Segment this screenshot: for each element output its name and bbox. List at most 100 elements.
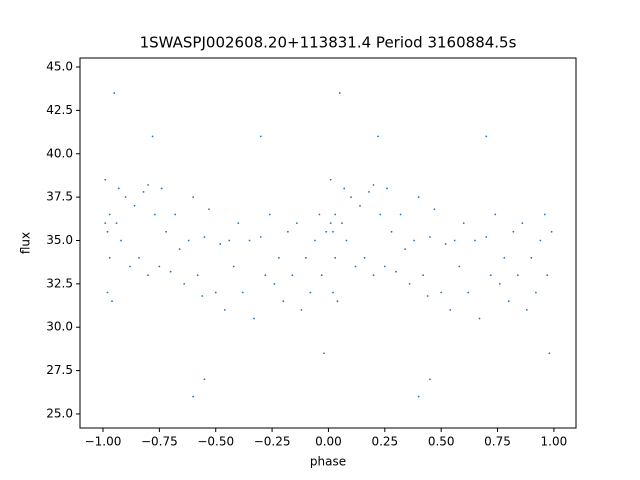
y-tick-label: 25.0 — [46, 406, 73, 420]
data-point — [104, 222, 107, 225]
y-axis-label: flux — [19, 232, 33, 254]
x-tick-label: 0.25 — [371, 435, 398, 449]
y-tick-label: 35.0 — [46, 233, 73, 247]
x-axis-label: phase — [310, 455, 346, 469]
data-point — [332, 291, 334, 294]
data-point — [386, 187, 388, 190]
data-point — [138, 256, 140, 259]
data-point — [429, 236, 431, 238]
data-point — [338, 92, 341, 94]
data-point — [449, 308, 452, 311]
data-point — [354, 265, 357, 268]
data-point — [343, 187, 346, 190]
data-point — [323, 352, 325, 355]
data-point — [417, 196, 420, 199]
data-point — [192, 196, 195, 199]
data-point — [433, 208, 436, 211]
data-point — [273, 282, 276, 285]
data-point — [183, 282, 186, 285]
data-point — [111, 300, 113, 303]
x-tick-label: −0.25 — [254, 435, 291, 449]
data-point — [383, 265, 386, 268]
x-tick-label: 0.75 — [484, 435, 511, 449]
data-point — [334, 256, 337, 259]
data-point — [478, 317, 481, 320]
data-point — [108, 213, 111, 216]
data-point — [203, 378, 206, 381]
data-point — [390, 230, 393, 233]
data-point — [543, 213, 546, 216]
data-point — [453, 239, 456, 242]
data-point — [147, 184, 149, 186]
data-point — [264, 274, 267, 277]
data-point — [158, 265, 161, 268]
data-point — [485, 236, 488, 238]
data-point — [203, 236, 206, 238]
data-point — [268, 213, 271, 216]
data-point — [106, 291, 109, 294]
data-point — [248, 239, 251, 242]
data-point — [345, 239, 348, 242]
x-tick-label: −0.75 — [141, 435, 178, 449]
data-point — [474, 239, 476, 242]
data-point — [133, 204, 136, 207]
data-point — [237, 222, 240, 225]
data-point — [309, 291, 312, 294]
data-point — [314, 239, 316, 242]
data-point — [525, 308, 528, 311]
data-point — [413, 239, 416, 242]
data-point — [228, 239, 231, 242]
data-point — [259, 236, 262, 238]
x-tick-label: 1.00 — [541, 435, 568, 449]
data-point — [329, 178, 332, 181]
data-point — [548, 352, 551, 355]
data-point — [539, 239, 542, 242]
data-point — [534, 291, 537, 294]
data-point — [174, 213, 177, 216]
data-point — [368, 191, 370, 193]
x-tick-label: −0.50 — [197, 435, 234, 449]
chart-title: 1SWASPJ002608.20+113831.4 Period 3160884… — [140, 34, 517, 52]
data-point — [507, 300, 510, 303]
data-point — [113, 92, 116, 94]
data-point — [417, 395, 420, 398]
data-point — [494, 213, 497, 216]
data-point — [329, 222, 332, 225]
data-point — [422, 274, 425, 277]
data-point — [120, 239, 122, 242]
data-point — [151, 135, 154, 138]
data-point — [178, 248, 181, 251]
data-point — [320, 274, 323, 277]
data-point — [129, 265, 131, 268]
y-tick-label: 30.0 — [46, 320, 73, 334]
data-point — [300, 308, 303, 311]
data-point — [106, 230, 109, 233]
data-point — [160, 187, 163, 190]
data-point — [259, 135, 262, 138]
y-tick-label: 37.5 — [46, 190, 73, 204]
data-point — [208, 208, 210, 211]
data-point — [201, 295, 204, 297]
data-point — [115, 222, 118, 225]
data-point — [429, 378, 431, 381]
data-point — [458, 265, 461, 268]
data-point — [291, 274, 294, 277]
data-point — [399, 213, 402, 216]
data-point — [232, 265, 235, 268]
data-point — [404, 248, 407, 251]
data-point — [214, 291, 217, 294]
data-point — [498, 282, 501, 285]
x-tick-label: −1.00 — [85, 435, 122, 449]
data-point — [117, 187, 120, 190]
data-point — [516, 274, 519, 277]
y-tick-label: 32.5 — [46, 276, 73, 290]
x-tick-label: 0.00 — [315, 435, 342, 449]
data-point — [223, 308, 226, 311]
data-point — [444, 243, 447, 245]
data-point — [165, 230, 168, 233]
data-point — [550, 230, 553, 233]
data-point — [142, 191, 145, 193]
data-point — [426, 295, 429, 297]
